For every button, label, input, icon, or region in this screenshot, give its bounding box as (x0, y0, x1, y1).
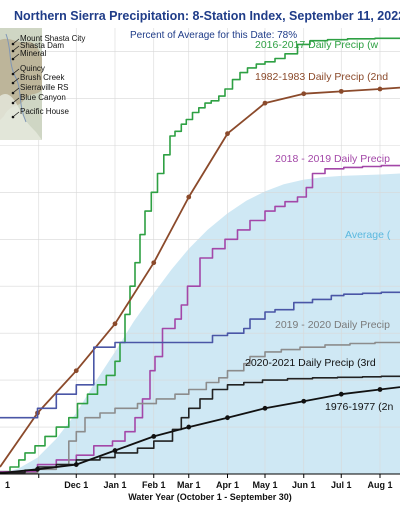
average-area (0, 173, 400, 474)
average-label: Average ( (345, 229, 391, 241)
station-label: Brush Creek (20, 73, 65, 82)
station-dot (11, 57, 15, 61)
series-point (301, 91, 307, 97)
series-point (35, 466, 40, 472)
series-point (377, 86, 383, 92)
x-tick-label: May 1 (252, 480, 277, 490)
series-point (151, 260, 157, 266)
station-dot (11, 72, 15, 76)
station-label: Shasta Dam (20, 41, 64, 50)
average-area-layer (0, 173, 400, 474)
series-line (0, 164, 400, 473)
station-label: Sierraville RS (20, 83, 68, 92)
series-line (0, 291, 400, 419)
station-label: Mineral (20, 49, 46, 58)
map-river-shape (5, 33, 27, 123)
series-point (262, 100, 268, 106)
series-point (338, 88, 344, 94)
series-label: 2016-2017 Daily Precip (w (255, 39, 379, 51)
station-dot (11, 115, 15, 119)
series-point (301, 398, 307, 404)
series-label: 1982-1983 Daily Precip (2nd (255, 71, 388, 83)
station-dot (11, 42, 15, 46)
chart-title: Northern Sierra Precipitation: 8-Station… (14, 9, 400, 23)
station-pointer (13, 111, 20, 117)
x-tick-label: Dec 1 (64, 480, 88, 490)
station-pointer (13, 68, 20, 74)
station-label: Blue Canyon (20, 93, 66, 102)
chart-subtitle: Percent of Average for this Date: 78% (130, 30, 297, 41)
series-point (377, 387, 383, 392)
x-tick-label: 1 (5, 480, 10, 490)
series-layer (0, 37, 400, 474)
series-point (186, 424, 192, 430)
station-dot (11, 49, 15, 53)
x-tick-label: Apr 1 (216, 480, 239, 490)
x-tick-label: Jun 1 (292, 480, 316, 490)
station-pointer (13, 87, 20, 93)
series-point (112, 448, 118, 453)
station-pointer (13, 77, 20, 83)
series-point (151, 434, 157, 439)
station-pointer (13, 53, 20, 59)
series-point (225, 131, 230, 137)
series-line (0, 341, 400, 474)
x-tick-label: Feb 1 (142, 480, 166, 490)
series-line (0, 37, 400, 473)
x-tick-label: Jan 1 (103, 480, 126, 490)
station-label: Pacific House (20, 107, 69, 116)
series-label: 2018 - 2019 Daily Precip (275, 153, 390, 165)
x-axis-title: Water Year (October 1 - September 30) (128, 492, 292, 502)
series-point (73, 462, 79, 468)
series-point (112, 321, 118, 327)
series-line (0, 86, 400, 468)
station-pointer (13, 97, 20, 103)
series-point (262, 405, 268, 411)
map-valley-shape (0, 93, 42, 140)
station-dot (11, 81, 15, 85)
series-label: 1976-1977 (2n (325, 401, 393, 413)
station-pointer (13, 45, 20, 51)
station-label: Mount Shasta City (20, 34, 85, 43)
series-point (338, 391, 344, 397)
series-line (0, 386, 400, 474)
station-dot (11, 91, 15, 95)
x-tick-label: Jul 1 (331, 480, 352, 490)
grid-layer (0, 28, 400, 474)
station-pointer (13, 38, 20, 44)
station-dot (11, 101, 15, 105)
series-label-layer: 2016-2017 Daily Precip (w 1982-1983 Daily… (245, 39, 393, 413)
series-label: 2019 - 2020 Daily Precip (275, 319, 390, 331)
x-tick-layer: 1 Dec 1 Jan 1 Feb 1 Mar 1 Apr 1 May 1 Jun 1 Jul … (5, 474, 393, 490)
x-tick-label: Aug 1 (367, 480, 392, 490)
series-point (225, 415, 230, 421)
series-point (73, 368, 79, 374)
series-point (186, 194, 192, 200)
station-label: Quincy (20, 64, 45, 73)
series-label: 2020-2021 Daily Precip (3rd (245, 357, 376, 369)
x-tick-label: Mar 1 (177, 480, 201, 490)
